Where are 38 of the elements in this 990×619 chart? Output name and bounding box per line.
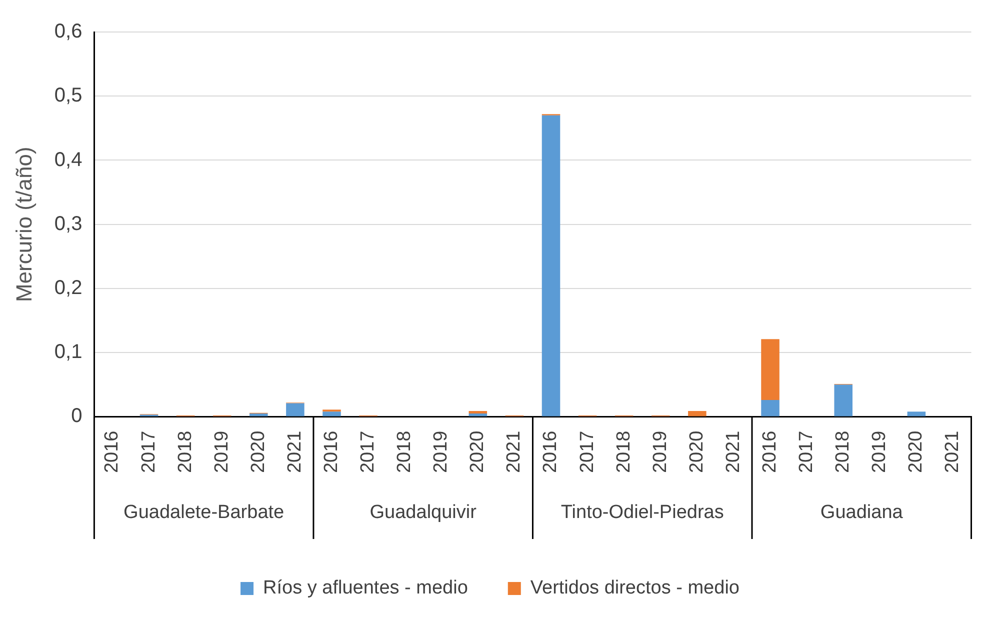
y-tick-label: 0,6 [54, 20, 82, 43]
y-tick-label: 0 [71, 405, 82, 428]
x-tick-label: 2020 [248, 430, 269, 474]
x-tick-label: 2021 [722, 430, 744, 474]
x-tick-label: 2018 [613, 430, 634, 474]
text: Guadiana [820, 502, 904, 524]
x-tick-label: 2021 [504, 430, 525, 474]
x-tick-label: 2017 [576, 430, 598, 474]
x-tick-label: 2020 [686, 430, 708, 474]
text: Tinto-Odiel-Piedras [560, 502, 724, 524]
x-tick-label: 2016 [540, 430, 562, 474]
text: Guadalquivir [370, 502, 478, 524]
y-tick-label: 0,4 [54, 148, 82, 171]
x-tick-label: 2021 [942, 430, 964, 474]
x-tick-label: 2016 [320, 430, 342, 474]
x-tick-label: 2019 [430, 430, 452, 474]
legend-label: Vertidos directos - medio [530, 578, 740, 599]
y-tick-label: 0,2 [54, 277, 82, 300]
x-tick-label: 2020 [906, 430, 927, 474]
x-tick-label: 2018 [832, 430, 854, 474]
y-axis-title: Mercurio (t/año) [11, 146, 36, 302]
x-tick-label: 2018 [174, 430, 196, 474]
x-tick-label: 2018 [394, 430, 416, 474]
text: Guadalete-Barbate [124, 502, 284, 524]
x-tick-label: 2016 [760, 430, 781, 474]
y-tick-label: 0,1 [54, 341, 82, 364]
x-tick-label: 2019 [869, 430, 890, 474]
y-tick-label: 0,3 [54, 212, 82, 235]
x-tick-label: 2019 [650, 430, 671, 474]
x-tick-label: 2021 [284, 430, 306, 474]
x-tick-label: 2017 [138, 430, 160, 474]
x-tick-label: 2020 [467, 430, 488, 474]
x-tick-label: 2019 [211, 430, 232, 474]
x-tick-label: 2016 [102, 430, 123, 474]
legend-label: Ríos y afluentes - medio [263, 578, 468, 599]
y-tick-label: 0,5 [54, 84, 82, 107]
x-tick-label: 2017 [358, 430, 379, 474]
x-tick-label: 2017 [796, 430, 818, 474]
